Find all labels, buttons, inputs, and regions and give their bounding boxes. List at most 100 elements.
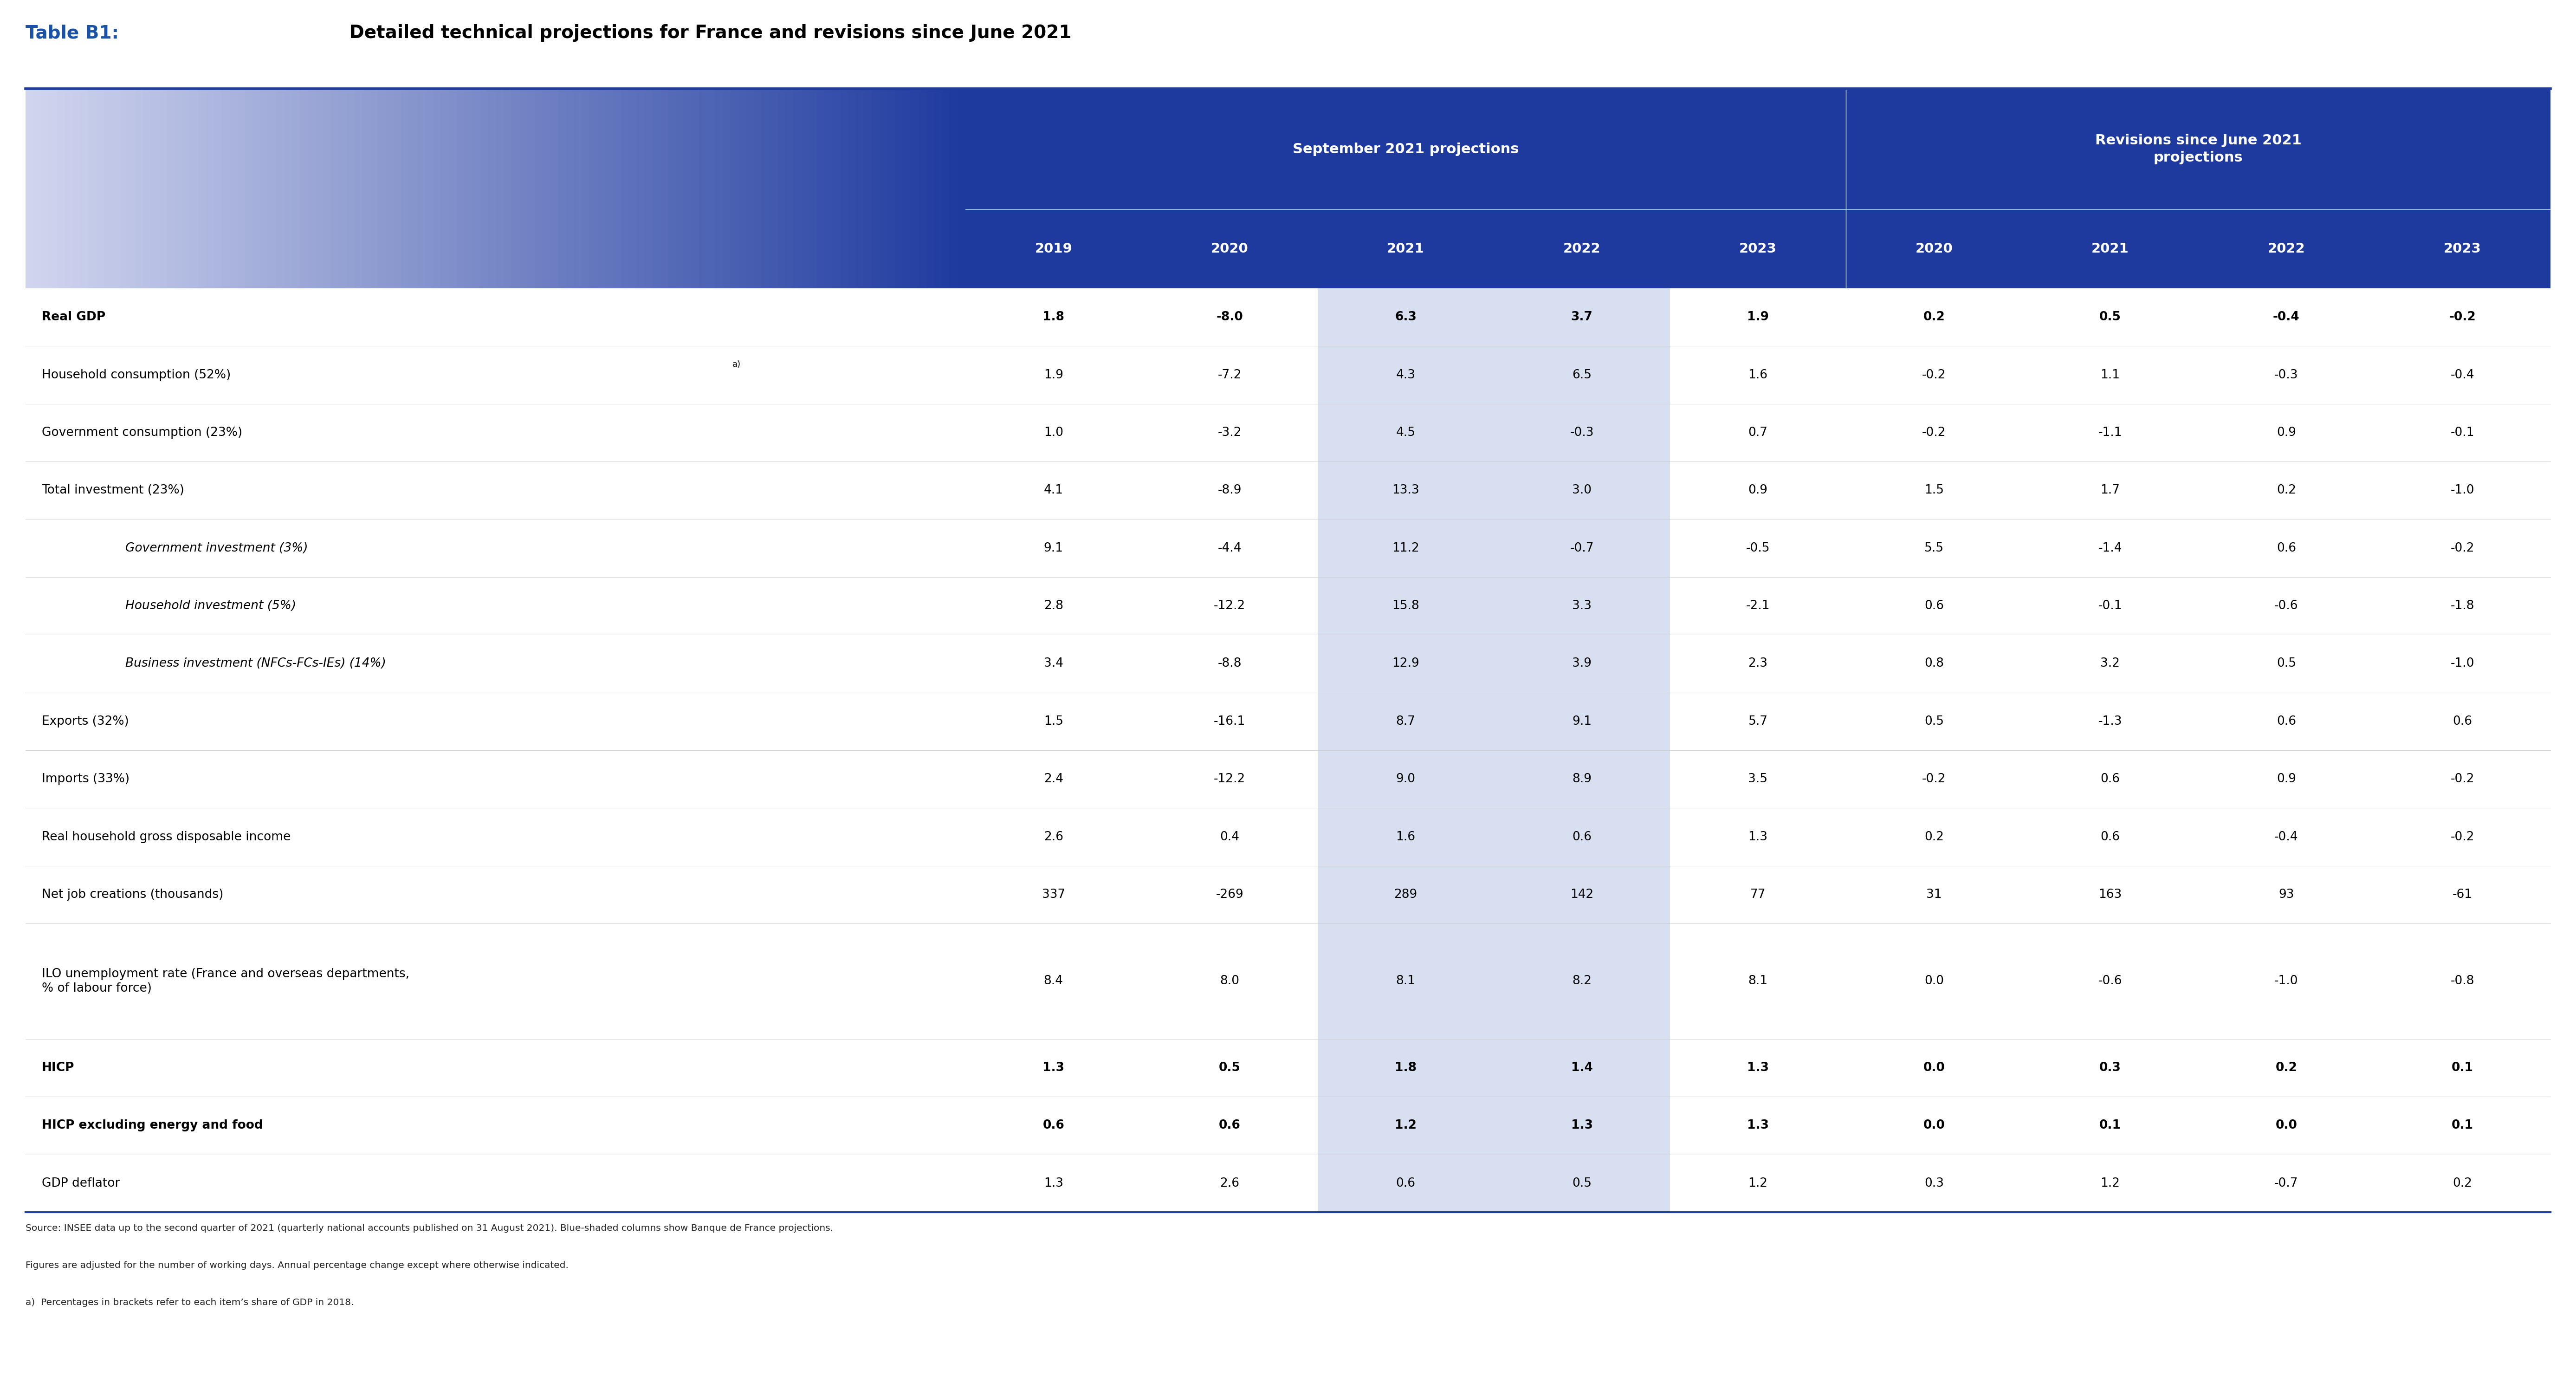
Bar [72, 89, 80, 288]
Bar [778, 89, 786, 288]
Bar [502, 89, 513, 288]
Bar [878, 89, 889, 288]
Bar [659, 89, 667, 288]
Text: Household consumption (52%): Household consumption (52%) [41, 370, 232, 381]
Text: -0.4: -0.4 [2272, 311, 2300, 324]
Text: 1.3: 1.3 [1043, 1178, 1064, 1189]
Bar [448, 89, 456, 288]
Bar [732, 89, 739, 288]
Bar [299, 89, 309, 288]
Bar [613, 89, 621, 288]
Bar [536, 89, 544, 288]
Bar [1494, 692, 1669, 750]
Text: 93: 93 [2280, 889, 2295, 901]
Text: 9.1: 9.1 [1043, 543, 1064, 554]
Text: 5.5: 5.5 [1924, 543, 1945, 554]
Text: 1.5: 1.5 [1924, 484, 1945, 497]
Bar [1494, 461, 1669, 519]
Bar [801, 89, 809, 288]
Bar [824, 89, 832, 288]
Text: 1.5: 1.5 [1043, 716, 1064, 728]
Bar [348, 89, 355, 288]
Bar [26, 288, 2550, 346]
Text: 0.3: 0.3 [2099, 1062, 2120, 1074]
Text: -8.8: -8.8 [1218, 657, 1242, 670]
Bar [636, 89, 644, 288]
Text: 5.7: 5.7 [1749, 716, 1767, 728]
Text: 15.8: 15.8 [1391, 599, 1419, 612]
Bar [567, 89, 574, 288]
Text: 0.2: 0.2 [1924, 311, 1945, 324]
Bar [206, 89, 214, 288]
Text: 2.8: 2.8 [1043, 599, 1064, 612]
Bar [1494, 577, 1669, 635]
Text: 8.1: 8.1 [1749, 976, 1767, 987]
Text: -0.3: -0.3 [2275, 370, 2298, 381]
Text: -2.1: -2.1 [1747, 599, 1770, 612]
Text: 1.9: 1.9 [1747, 311, 1770, 324]
Bar [330, 89, 340, 288]
Bar [394, 89, 402, 288]
Bar [863, 89, 871, 288]
Bar [314, 89, 325, 288]
Bar [26, 519, 2550, 577]
Text: Exports (32%): Exports (32%) [41, 716, 129, 728]
Text: 163: 163 [2099, 889, 2123, 901]
Bar [629, 89, 636, 288]
Text: HICP: HICP [41, 1062, 75, 1074]
Bar [683, 89, 693, 288]
Text: -0.7: -0.7 [1569, 543, 1595, 554]
Text: 8.4: 8.4 [1043, 976, 1064, 987]
Text: 8.1: 8.1 [1396, 976, 1414, 987]
Bar [26, 404, 2550, 461]
Bar [747, 89, 755, 288]
Text: Detailed technical projections for France and revisions since June 2021: Detailed technical projections for Franc… [343, 24, 1072, 42]
Text: 6.5: 6.5 [1571, 370, 1592, 381]
Bar [175, 89, 183, 288]
Bar [1319, 404, 1494, 461]
Text: -269: -269 [1216, 889, 1244, 901]
Text: 0.5: 0.5 [1218, 1062, 1242, 1074]
Bar [1319, 346, 1494, 404]
Text: 2022: 2022 [1564, 242, 1600, 256]
Bar [126, 89, 137, 288]
Bar [26, 866, 2550, 923]
Text: 2.4: 2.4 [1043, 774, 1064, 785]
Text: -1.4: -1.4 [2099, 543, 2123, 554]
Bar [322, 89, 332, 288]
Text: 3.9: 3.9 [1571, 657, 1592, 670]
Bar [1319, 750, 1494, 808]
Text: 2.3: 2.3 [1749, 657, 1767, 670]
Text: -0.4: -0.4 [2275, 830, 2298, 843]
Bar [935, 89, 943, 288]
Bar [1494, 808, 1669, 866]
Text: 0.6: 0.6 [2099, 774, 2120, 785]
Bar [966, 89, 2550, 288]
Bar [88, 89, 95, 288]
Text: 0.1: 0.1 [2452, 1120, 2473, 1132]
Bar [1319, 577, 1494, 635]
Text: 1.3: 1.3 [1043, 1062, 1064, 1074]
Bar [26, 750, 2550, 808]
Text: -1.1: -1.1 [2099, 426, 2123, 439]
Bar [183, 89, 191, 288]
Bar [379, 89, 386, 288]
Text: -1.8: -1.8 [2450, 599, 2476, 612]
Text: 0.6: 0.6 [2452, 716, 2473, 728]
Bar [958, 89, 966, 288]
Text: 0.6: 0.6 [1218, 1120, 1242, 1132]
Text: -0.4: -0.4 [2450, 370, 2476, 381]
Text: Government consumption (23%): Government consumption (23%) [41, 426, 242, 439]
Bar [1319, 1096, 1494, 1154]
Bar [675, 89, 683, 288]
Bar [26, 692, 2550, 750]
Bar [809, 89, 817, 288]
Text: 8.7: 8.7 [1396, 716, 1414, 728]
Bar [1494, 346, 1669, 404]
Text: 0.1: 0.1 [2099, 1120, 2120, 1132]
Text: -0.5: -0.5 [1747, 543, 1770, 554]
Bar [755, 89, 762, 288]
Bar [26, 1096, 2550, 1154]
Text: 0.7: 0.7 [1749, 426, 1767, 439]
Bar [64, 89, 72, 288]
